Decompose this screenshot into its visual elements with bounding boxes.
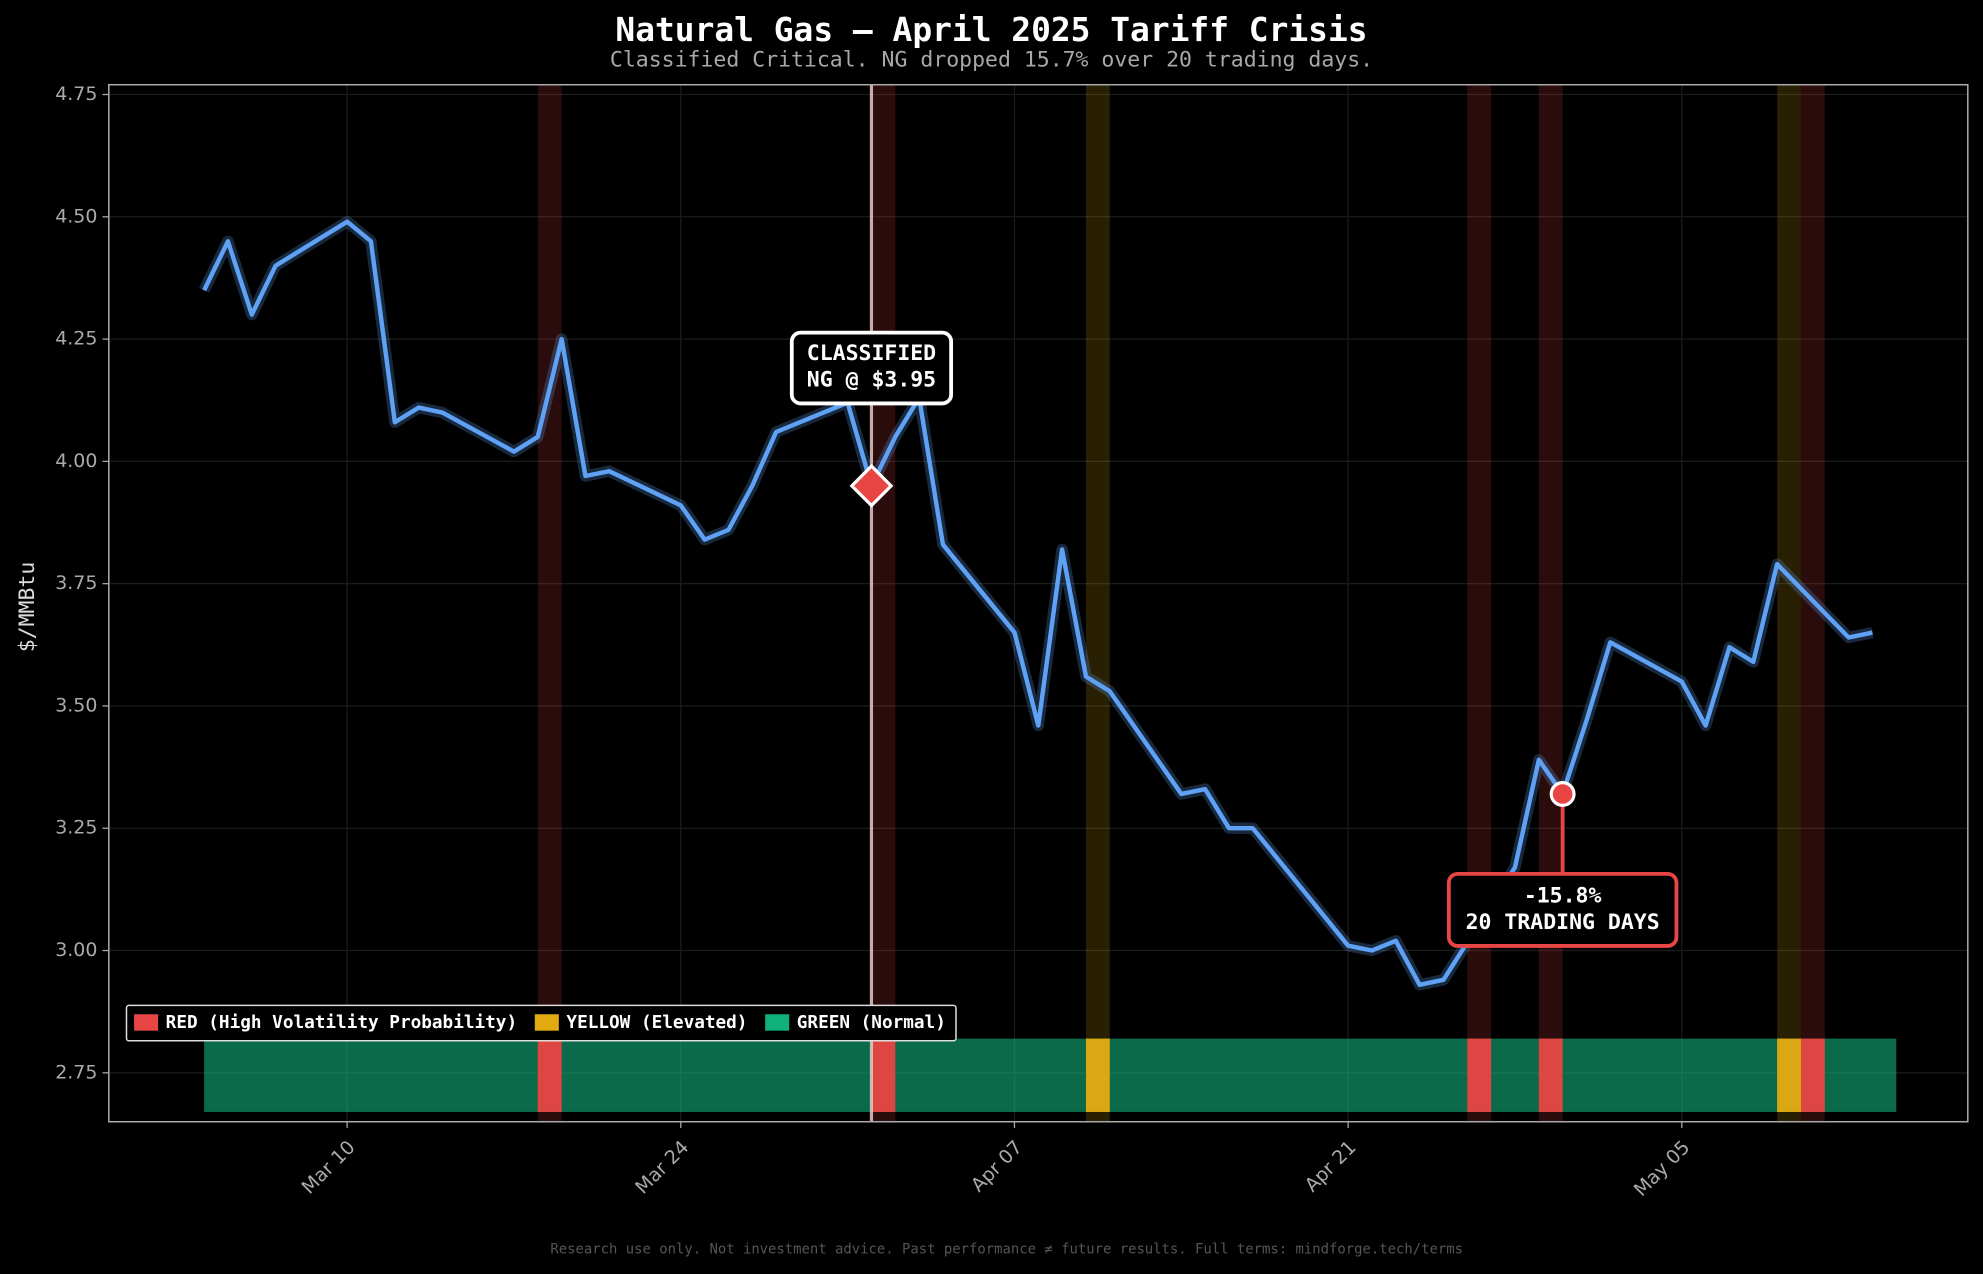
outcome-text: 20 TRADING DAYS xyxy=(1466,910,1660,935)
regime-band xyxy=(537,84,562,1122)
x-tick-label: Mar 10 xyxy=(297,1136,359,1198)
x-tick-label: Apr 21 xyxy=(1301,1136,1361,1196)
x-tick-label: Mar 24 xyxy=(631,1136,693,1198)
classified-callout xyxy=(789,330,954,406)
y-tick-label: 4.50 xyxy=(55,205,97,227)
regime-strip-segment xyxy=(1085,1038,1110,1112)
y-tick-label: 3.00 xyxy=(55,939,97,961)
price-line xyxy=(202,219,1873,987)
outcome-callout xyxy=(1446,871,1679,948)
regime-band xyxy=(1467,84,1492,1122)
regime-strip-segment xyxy=(537,1038,562,1112)
classified-text: CLASSIFIED xyxy=(807,341,936,366)
x-tick-label: Apr 07 xyxy=(967,1136,1027,1196)
regime-strip-segment xyxy=(871,1038,896,1112)
regime-strip-segment xyxy=(1467,1038,1492,1112)
regime-strip xyxy=(204,1038,1897,1112)
legend-label: GREEN (Normal) xyxy=(797,1013,946,1033)
legend-label: YELLOW (Elevated) xyxy=(566,1013,747,1033)
y-tick-label: 4.75 xyxy=(55,83,97,105)
chart-title: Natural Gas — April 2025 Tariff Crisis xyxy=(615,10,1367,49)
y-tick-label: 2.75 xyxy=(55,1061,97,1083)
outcome-text: -15.8% xyxy=(1524,884,1602,909)
x-tick-label: May 05 xyxy=(1630,1136,1695,1201)
y-tick-label: 3.50 xyxy=(55,694,97,716)
regime-band xyxy=(1538,84,1563,1122)
legend: RED (High Volatility Probability) YELLOW … xyxy=(125,1004,957,1042)
y-tick-label: 3.75 xyxy=(55,572,97,594)
regime-strip-segment xyxy=(1777,1038,1801,1112)
classified-text: NG @ $3.95 xyxy=(807,368,936,393)
legend-swatch xyxy=(134,1014,159,1031)
regime-band xyxy=(1777,84,1801,1122)
y-tick-label: 4.00 xyxy=(55,450,97,472)
outcome-marker xyxy=(1549,781,1576,807)
regime-band xyxy=(871,84,896,1122)
footer: Research use only. Not investment advice… xyxy=(550,1241,1463,1257)
legend-swatch xyxy=(534,1014,559,1031)
price-line-glow xyxy=(199,216,1874,991)
regime-strip-segment xyxy=(1800,1038,1825,1112)
y-tick-label: 4.25 xyxy=(55,328,97,350)
regime-strip-segment xyxy=(1538,1038,1563,1112)
regime-band xyxy=(1085,84,1110,1122)
y-axis-label: $/MMBtu xyxy=(15,562,40,653)
legend-swatch xyxy=(765,1014,790,1031)
legend-label: RED (High Volatility Probability) xyxy=(166,1013,517,1033)
plot-frame xyxy=(108,83,1969,1123)
y-tick-label: 3.25 xyxy=(55,817,97,839)
classified-marker xyxy=(849,463,894,508)
chart-subtitle: Classified Critical. NG dropped 15.7% ov… xyxy=(610,48,1373,73)
